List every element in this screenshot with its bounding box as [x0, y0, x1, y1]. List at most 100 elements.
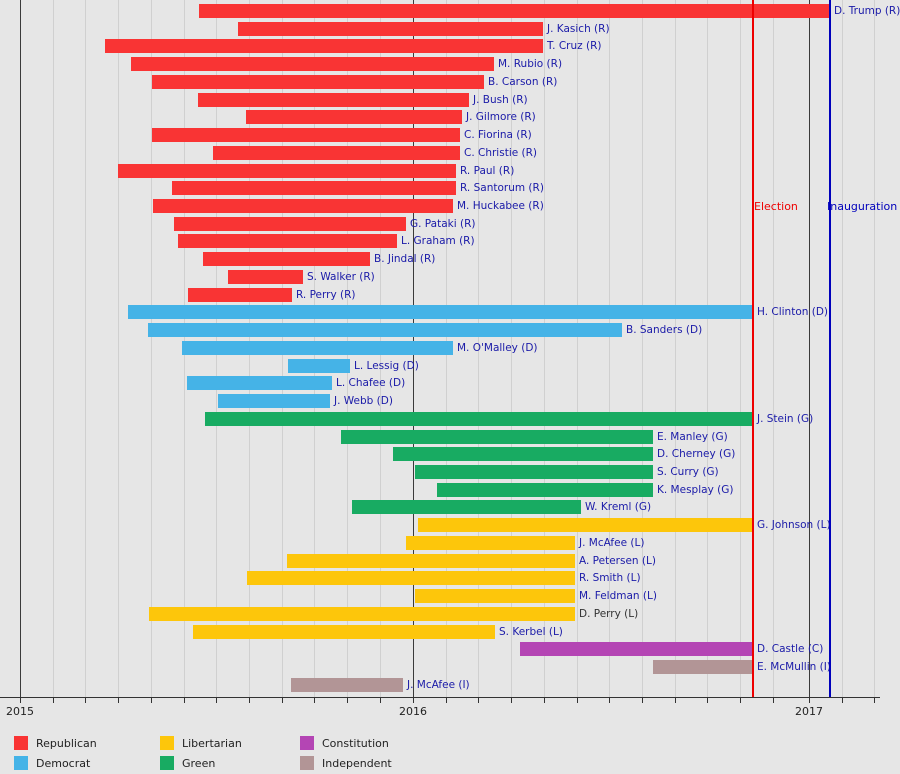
timeline-bar[interactable] — [415, 589, 575, 604]
axis-tick — [150, 698, 152, 703]
bar-label: D. Trump (R) — [834, 5, 900, 17]
timeline-bar[interactable] — [288, 358, 350, 373]
year-gridline — [20, 0, 21, 697]
axis-tick — [841, 698, 843, 703]
timeline-bar[interactable] — [238, 21, 543, 36]
timeline-bar[interactable] — [246, 110, 462, 125]
timeline-bar[interactable] — [653, 660, 753, 674]
axis-tick — [511, 698, 513, 703]
legend-label: Libertarian — [182, 736, 242, 750]
timeline-bar[interactable] — [182, 340, 453, 355]
timeline-bar[interactable] — [199, 4, 830, 18]
gridline — [118, 0, 120, 697]
bar-label: C. Fiorina (R) — [464, 129, 532, 142]
timeline-bar[interactable] — [198, 92, 469, 107]
timeline-bar[interactable] — [188, 287, 292, 302]
legend-label: Democrat — [36, 756, 91, 770]
timeline-bar[interactable] — [287, 553, 575, 568]
timeline-bar[interactable] — [406, 535, 575, 550]
timeline-bar[interactable] — [203, 252, 370, 267]
bar-label: W. Kreml (G) — [585, 501, 652, 514]
gridline — [772, 0, 774, 697]
axis-tick — [740, 698, 741, 703]
axis-tick — [413, 698, 414, 703]
timeline-bar[interactable] — [247, 571, 575, 586]
timeline-bar[interactable] — [178, 234, 397, 249]
timeline-bar[interactable] — [174, 216, 406, 231]
axis-tick — [85, 698, 87, 703]
bar-label: D. Perry (L) — [579, 607, 639, 620]
bar-label: T. Cruz (R) — [547, 40, 602, 53]
timeline-bar[interactable] — [149, 606, 575, 621]
year-gridline — [809, 0, 810, 697]
timeline-bar[interactable] — [131, 57, 494, 72]
axis-tick — [543, 698, 545, 703]
timeline-bar[interactable] — [172, 181, 456, 196]
bar-label: G. Johnson (L) — [757, 519, 831, 532]
gridline — [707, 0, 709, 697]
bar-label: R. Perry (R) — [296, 288, 356, 301]
timeline-bar[interactable] — [228, 269, 303, 284]
axis-tick-label: 2015 — [6, 705, 34, 718]
timeline-bar[interactable] — [437, 482, 653, 497]
legend-swatch-icon — [300, 756, 314, 770]
timeline-bar[interactable] — [152, 74, 484, 89]
axis-tick — [809, 698, 810, 703]
gridline — [543, 0, 545, 697]
timeline-bar[interactable] — [105, 39, 543, 54]
bar-label: J. McAfee (I) — [407, 678, 470, 691]
timeline-bar[interactable] — [148, 323, 622, 338]
bar-label: L. Graham (R) — [401, 235, 475, 248]
bar-label: C. Christie (R) — [464, 146, 538, 159]
bar-label: A. Petersen (L) — [579, 554, 656, 567]
legend-item[interactable]: Constitution — [300, 736, 389, 750]
legend-item[interactable]: Libertarian — [160, 736, 242, 750]
legend-item[interactable]: Green — [160, 756, 215, 770]
legend-item[interactable]: Democrat — [14, 756, 90, 770]
timeline-bar[interactable] — [213, 145, 460, 160]
timeline-bar[interactable] — [118, 163, 456, 178]
legend-label: Green — [182, 756, 216, 770]
timeline-bar[interactable] — [415, 464, 653, 479]
axis-tick — [772, 698, 774, 703]
timeline-bar[interactable] — [187, 376, 332, 391]
bar-label: J. Bush (R) — [473, 93, 528, 106]
timeline-bar[interactable] — [520, 642, 753, 657]
axis-tick — [183, 698, 185, 703]
marker-line-election — [752, 0, 754, 697]
timeline-bar[interactable] — [418, 518, 753, 533]
axis-tick — [20, 698, 21, 703]
bar-label: L. Chafee (D) — [336, 377, 406, 390]
timeline-bar[interactable] — [291, 677, 403, 692]
timeline-bar[interactable] — [341, 429, 653, 444]
bar-label: R. Smith (L) — [579, 572, 641, 585]
bar-label: M. Feldman (L) — [579, 590, 657, 603]
axis-tick — [674, 698, 676, 703]
legend-item[interactable]: Republican — [14, 736, 97, 750]
bar-label: M. Huckabee (R) — [457, 200, 544, 213]
timeline-bar[interactable] — [152, 128, 460, 143]
bar-label: D. Cherney (G) — [657, 448, 736, 461]
axis-tick — [641, 698, 643, 703]
timeline-bar[interactable] — [193, 624, 495, 639]
timeline-bar[interactable] — [128, 305, 753, 320]
marker-line-inauguration — [829, 0, 831, 697]
timeline-bar[interactable] — [352, 500, 581, 515]
bar-label: G. Pataki (R) — [410, 217, 476, 230]
gridline — [874, 0, 876, 697]
legend-item[interactable]: Independent — [300, 756, 392, 770]
bar-label: R. Santorum (R) — [460, 182, 544, 195]
timeline-bar[interactable] — [218, 394, 330, 409]
gridline — [52, 0, 54, 697]
axis-tick-label: 2016 — [399, 705, 427, 718]
timeline-bar[interactable] — [393, 447, 653, 462]
bar-label: M. Rubio (R) — [498, 58, 563, 71]
bar-label: E. Manley (G) — [657, 430, 728, 443]
bar-label: M. O'Malley (D) — [457, 341, 538, 354]
legend-label: Constitution — [322, 736, 389, 750]
timeline-bar[interactable] — [205, 411, 753, 426]
axis-tick — [281, 698, 283, 703]
timeline-bar[interactable] — [153, 199, 453, 214]
chart-legend: Republican Democrat Libertarian Green Consti… — [0, 732, 900, 774]
